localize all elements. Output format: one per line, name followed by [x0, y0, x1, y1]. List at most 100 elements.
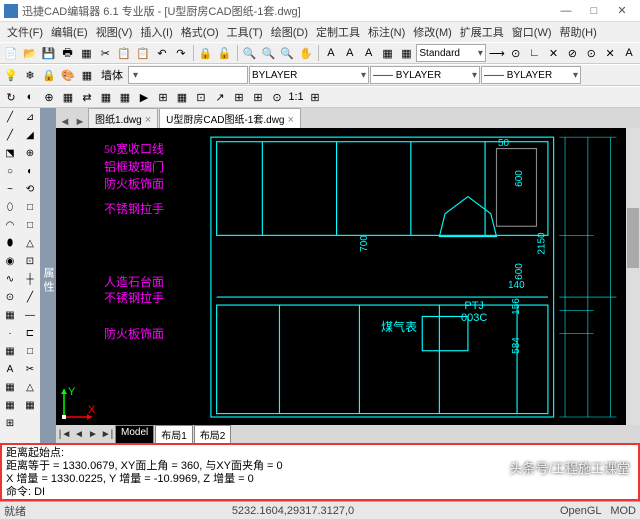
view-button[interactable]: ⇄	[78, 88, 96, 106]
drawing-canvas[interactable]: ◄ ► 图纸1.dwg×U型厨房CAD图纸-1套.dwg×	[56, 108, 640, 443]
model-tab[interactable]: Model	[115, 425, 154, 444]
toolbar-button[interactable]: 📋	[115, 44, 133, 62]
file-tab[interactable]: 图纸1.dwg×	[88, 108, 158, 128]
layer-button[interactable]: ▦	[78, 66, 96, 84]
menu-item[interactable]: 定制工具	[313, 23, 363, 41]
modify-tool[interactable]: ╱	[21, 289, 39, 306]
toolbar-button[interactable]: 🔍	[241, 44, 259, 62]
layer-button[interactable]: ❄	[21, 66, 39, 84]
modify-tool[interactable]: ⊏	[21, 325, 39, 342]
draw-tool[interactable]: ◉	[1, 253, 19, 270]
modify-tool[interactable]: ✂	[21, 361, 39, 378]
layer-button[interactable]: 💡	[2, 66, 20, 84]
modify-tool[interactable]: ⊡	[21, 253, 39, 270]
toolbar-button[interactable]: 🔍	[278, 44, 296, 62]
draw-tool[interactable]: ·	[1, 325, 19, 342]
draw-tool[interactable]: ╱	[1, 127, 19, 144]
toolbar-button[interactable]: 📄	[2, 44, 20, 62]
style-combo[interactable]: Standard	[416, 44, 486, 62]
draw-tool[interactable]: ▦	[1, 343, 19, 360]
mtab-first[interactable]: |◄	[58, 429, 72, 440]
layer-button[interactable]: 🔒	[40, 66, 58, 84]
draw-tool[interactable]: ⊙	[1, 289, 19, 306]
view-button[interactable]: ▦	[59, 88, 77, 106]
view-button[interactable]: ⊞	[249, 88, 267, 106]
layer-combo[interactable]	[128, 66, 248, 84]
toolbar-button[interactable]: 📂	[21, 44, 39, 62]
view-button[interactable]: ◐	[21, 88, 39, 106]
toolbar-button[interactable]: ✕	[601, 44, 619, 62]
draw-tool[interactable]: ▦	[1, 379, 19, 396]
menu-item[interactable]: 插入(I)	[137, 23, 175, 41]
view-button[interactable]: ▶	[135, 88, 153, 106]
menu-item[interactable]: 视图(V)	[93, 23, 136, 41]
toolbar-button[interactable]: ✂	[96, 44, 114, 62]
draw-tool[interactable]: ○	[1, 163, 19, 180]
modify-tool[interactable]: □	[21, 199, 39, 216]
toolbar-button[interactable]: 💾	[40, 44, 58, 62]
toolbar-button[interactable]: ▦	[398, 44, 416, 62]
modify-tool[interactable]: □	[21, 217, 39, 234]
modify-tool[interactable]: ⟲	[21, 181, 39, 198]
model-tab[interactable]: 布局2	[194, 425, 232, 444]
toolbar-button[interactable]: A	[341, 44, 359, 62]
modify-tool[interactable]: —	[21, 307, 39, 324]
view-button[interactable]: ▦	[116, 88, 134, 106]
filetab-nav-right[interactable]: ►	[73, 116, 87, 128]
menu-item[interactable]: 修改(M)	[410, 23, 455, 41]
draw-tool[interactable]: ◠	[1, 217, 19, 234]
menu-item[interactable]: 帮助(H)	[557, 23, 600, 41]
menu-item[interactable]: 工具(T)	[224, 23, 266, 41]
menu-item[interactable]: 窗口(W)	[509, 23, 555, 41]
draw-tool[interactable]: ▦	[1, 307, 19, 324]
view-button[interactable]: ⊡	[192, 88, 210, 106]
toolbar-button[interactable]: ∟	[526, 44, 544, 62]
toolbar-button[interactable]: ⊘	[563, 44, 581, 62]
modify-tool[interactable]: ⊕	[21, 145, 39, 162]
toolbar-button[interactable]: 🔒	[197, 44, 215, 62]
toolbar-button[interactable]: 📋	[134, 44, 152, 62]
draw-tool[interactable]: ╱	[1, 109, 19, 126]
menu-item[interactable]: 标注(N)	[365, 23, 408, 41]
view-button[interactable]: ▦	[173, 88, 191, 106]
maximize-button[interactable]: □	[580, 1, 608, 21]
minimize-button[interactable]: —	[552, 1, 580, 21]
menu-item[interactable]: 编辑(E)	[48, 23, 91, 41]
menu-item[interactable]: 绘图(D)	[268, 23, 311, 41]
draw-tool[interactable]: ⊞	[1, 415, 19, 432]
vertical-scrollbar[interactable]	[626, 128, 640, 425]
toolbar-button[interactable]: ✕	[545, 44, 563, 62]
toolbar-button[interactable]: ↶	[153, 44, 171, 62]
toolbar-button[interactable]: ⊙	[582, 44, 600, 62]
modify-tool[interactable]: ▦	[21, 397, 39, 414]
view-button[interactable]: 1:1	[287, 88, 305, 106]
modify-tool[interactable]: □	[21, 343, 39, 360]
menu-item[interactable]: 文件(F)	[4, 23, 46, 41]
close-button[interactable]: ✕	[608, 1, 636, 21]
menu-item[interactable]: 格式(O)	[178, 23, 222, 41]
mtab-last[interactable]: ►|	[100, 429, 114, 440]
toolbar-button[interactable]: A	[360, 44, 378, 62]
modify-tool[interactable]: ◢	[21, 127, 39, 144]
toolbar-button[interactable]: 🔓	[216, 44, 234, 62]
toolbar-button[interactable]: ↷	[172, 44, 190, 62]
properties-tab[interactable]: 属性	[40, 108, 56, 443]
mtab-next[interactable]: ►	[86, 429, 100, 440]
view-button[interactable]: ↻	[2, 88, 20, 106]
drawing-area[interactable]: XY 50宽收口线铝框玻璃门防火板饰面不锈钢拉手人造石台面不锈钢拉手防火板饰面5…	[56, 128, 640, 425]
layer-combo[interactable]: —— BYLAYER	[481, 66, 581, 84]
toolbar-button[interactable]: ▦	[379, 44, 397, 62]
mtab-prev[interactable]: ◄	[72, 429, 86, 440]
filetab-nav-left[interactable]: ◄	[58, 116, 72, 128]
draw-tool[interactable]: A	[1, 361, 19, 378]
modify-tool[interactable]: ⊿	[21, 109, 39, 126]
modify-tool[interactable]: ┼	[21, 271, 39, 288]
view-button[interactable]: ⊞	[154, 88, 172, 106]
draw-tool[interactable]: ⬮	[1, 235, 19, 252]
view-button[interactable]: ⊞	[230, 88, 248, 106]
toolbar-button[interactable]: A	[322, 44, 340, 62]
draw-tool[interactable]: ~	[1, 181, 19, 198]
draw-tool[interactable]: ⬯	[1, 199, 19, 216]
toolbar-button[interactable]: ⟶	[488, 44, 506, 62]
file-tab[interactable]: U型厨房CAD图纸-1套.dwg×	[159, 108, 301, 128]
